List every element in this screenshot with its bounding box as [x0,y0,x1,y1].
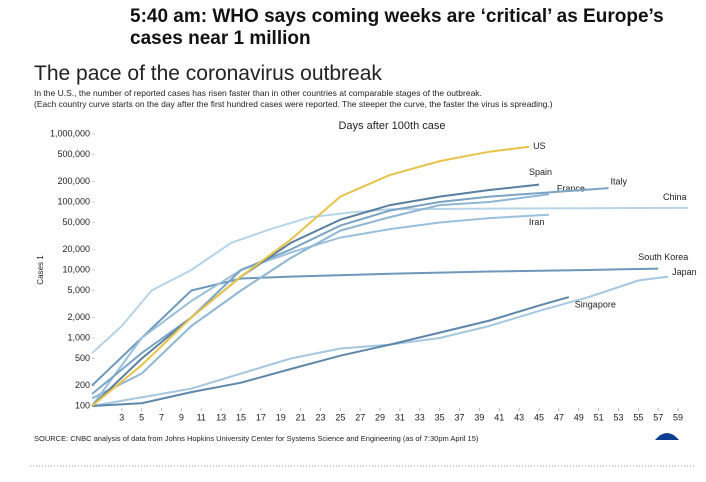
x-tick-label: 15 [236,412,246,422]
x-tick-label: 45 [534,412,544,422]
x-tick-label: 11 [197,412,206,422]
series-line [91,145,530,407]
y-tick-label: 1,000 [67,332,90,342]
subtitle: In the U.S., the number of reported case… [34,88,482,98]
series-label: China [663,192,687,202]
x-tick-label: 39 [474,412,484,422]
x-tick-label: 27 [355,412,365,422]
series-line [91,193,550,400]
x-tick-label: 29 [375,412,385,422]
series-line [91,206,689,354]
x-tick-label: 3 [119,412,124,422]
x-tick-label: 17 [256,412,266,422]
x-tick-label: 43 [514,412,524,422]
series-line [91,275,669,407]
y-tick-label: 50,000 [62,217,90,227]
series-label: US [533,141,546,151]
series-line [91,267,659,387]
y-tick-label: 5,000 [67,285,90,295]
series-label: France [557,184,585,194]
y-tick-label: 100 [75,400,90,410]
series-label: Japan [672,267,697,277]
chart-title: The pace of the coronavirus outbreak [34,62,382,85]
y-tick-label: 10,000 [62,264,90,274]
x-tick-label: 5 [139,412,144,422]
x-tick-label: 55 [633,412,643,422]
y-tick-label: 2,000 [67,312,90,322]
source: SOURCE: CNBC analysis of data from Johns… [34,434,479,443]
series-line [91,296,570,407]
x-tick-label: 37 [455,412,465,422]
series-line [91,213,549,407]
logo [655,433,679,440]
headline: 5:40 am: WHO says coming weeks are ‘crit… [130,6,664,49]
x-tick-label: 41 [494,412,504,422]
series-label: Iran [529,217,545,227]
series-label: Italy [611,176,628,186]
subtitle: (Each country curve starts on the day af… [34,99,553,109]
y-tick-label: 500,000 [57,149,90,159]
x-tick-label: 19 [276,412,286,422]
series-line [91,187,609,395]
x-tick-label: 49 [574,412,584,422]
y-tick-label: 100,000 [57,196,90,206]
y-axis-title: Cases 1 [36,255,45,285]
y-tick-label: 1,000,000 [50,128,90,138]
series-label: South Korea [638,252,688,262]
y-tick-label: 20,000 [62,244,90,254]
x-tick-label: 53 [613,412,623,422]
x-tick-label: 9 [179,412,184,422]
x-tick-label: 7 [159,412,164,422]
series-label: Spain [529,167,552,177]
x-tick-label: 21 [296,412,306,422]
series-label: Singapore [575,299,616,309]
x-tick-label: 31 [395,412,405,422]
y-tick-label: 200,000 [57,176,90,186]
x-tick-label: 35 [435,412,445,422]
x-tick-label: 47 [554,412,564,422]
x-tick-label: 23 [315,412,325,422]
x-tick-label: 59 [673,412,683,422]
x-tick-label: 13 [216,412,226,422]
y-tick-label: 200 [75,380,90,390]
x-tick-label: 51 [594,412,604,422]
x-tick-label: 57 [653,412,663,422]
y-tick-label: 500 [75,353,90,363]
x-tick-label: 33 [415,412,425,422]
x-tick-label: 25 [335,412,345,422]
series-line [91,183,540,407]
x-axis-title: Days after 100th case [338,120,445,132]
